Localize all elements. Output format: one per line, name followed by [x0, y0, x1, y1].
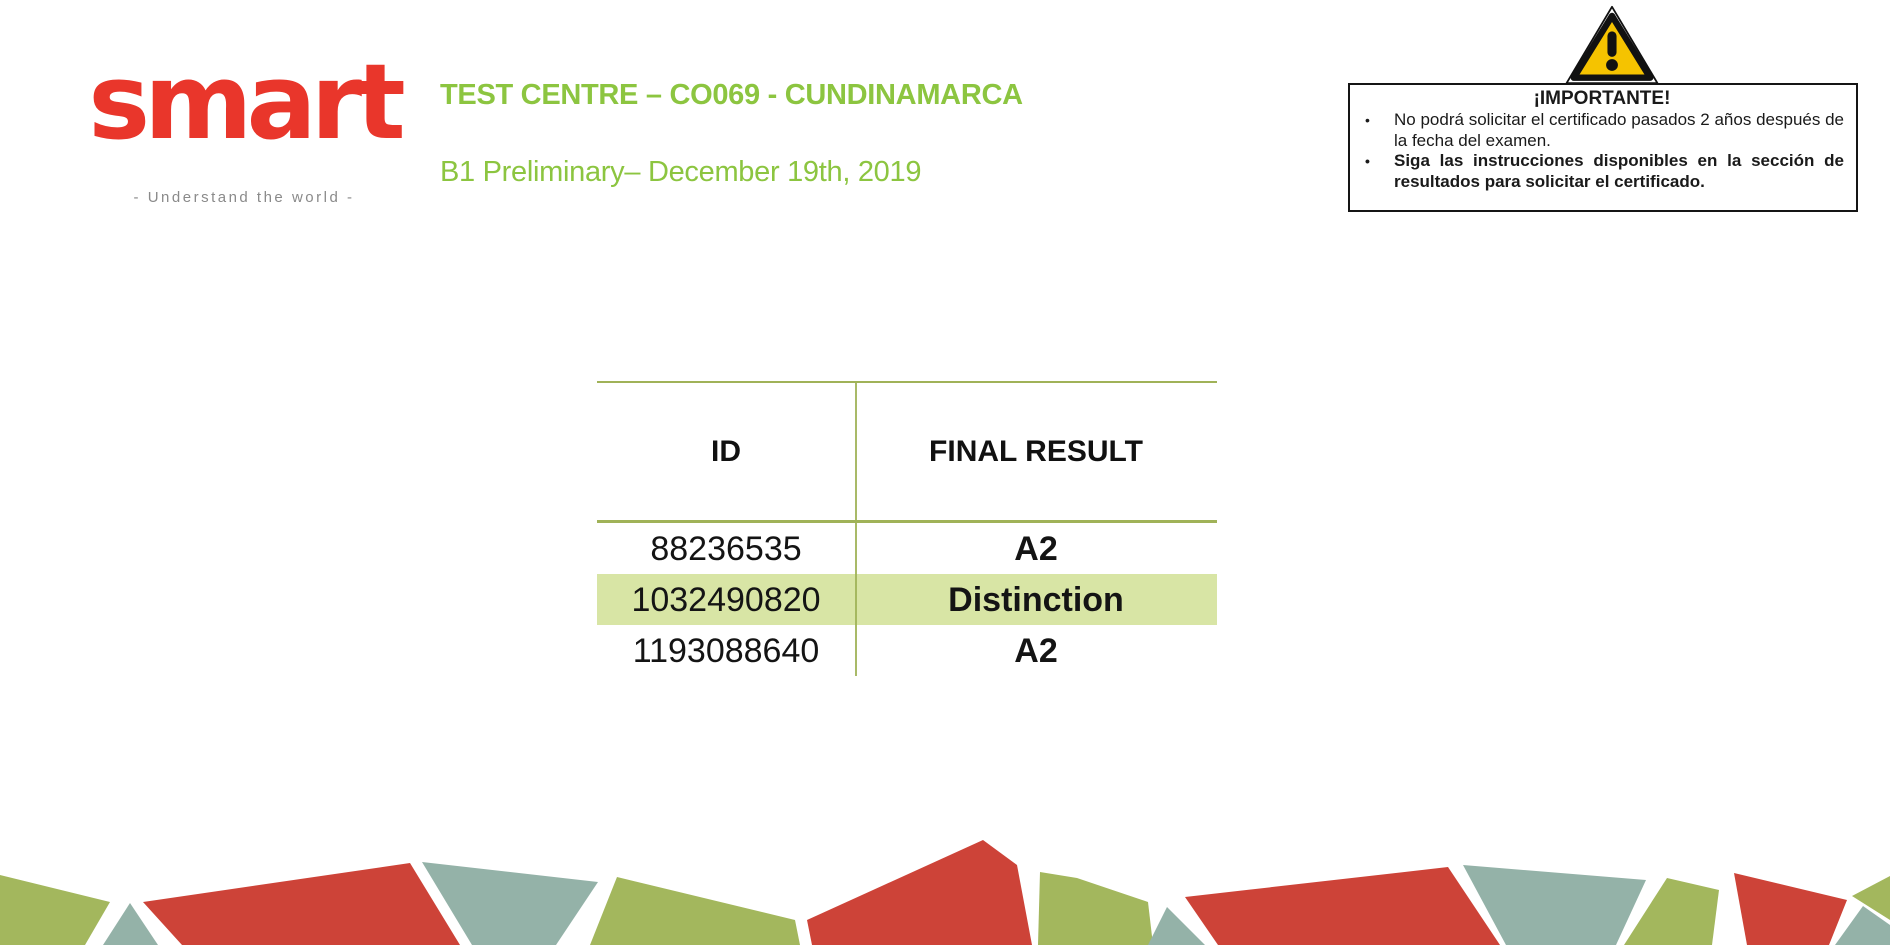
exclamation-bar — [1607, 31, 1617, 57]
notice-bullet-text: Siga las instrucciones disponibles en la… — [1394, 151, 1844, 191]
table-column-divider — [855, 381, 857, 676]
table-header-rule — [597, 520, 1217, 523]
bullet-icon: • — [1365, 112, 1370, 128]
mosaic-polygon — [590, 877, 800, 945]
column-header-id: ID — [711, 434, 741, 468]
candidate-id: 88236535 — [650, 529, 802, 568]
mosaic-polygon — [807, 840, 1032, 945]
exclamation-dot — [1606, 59, 1618, 71]
page-title: TEST CENTRE – CO069 - CUNDINAMARCA — [440, 79, 1023, 111]
final-result: A2 — [1014, 631, 1058, 670]
table-header-row: ID FINAL RESULT — [597, 383, 1217, 520]
table-top-rule — [597, 381, 1217, 383]
mosaic-polygon — [1852, 876, 1890, 920]
mosaic-polygon — [422, 862, 598, 945]
important-notice: ¡IMPORTANTE! • No podrá solicitar el cer… — [1348, 0, 1858, 215]
final-result: A2 — [1014, 529, 1058, 568]
header-titles: TEST CENTRE – CO069 - CUNDINAMARCA B1 Pr… — [440, 78, 1023, 189]
mosaic-polygon — [1038, 872, 1153, 945]
notice-bullet: • Siga las instrucciones disponibles en … — [1360, 151, 1844, 192]
page-subtitle: B1 Preliminary– December 19th, 2019 — [440, 156, 922, 188]
footer-mosaic — [0, 840, 1890, 945]
smart-logo: smart - Understand the world - — [68, 22, 420, 206]
logo-tagline: - Understand the world - — [133, 189, 355, 207]
bullet-icon: • — [1365, 153, 1370, 169]
notice-bullet: • No podrá solicitar el certificado pasa… — [1360, 110, 1844, 151]
candidate-id: 1193088640 — [632, 631, 820, 670]
logo-wordmark: smart — [88, 41, 405, 163]
mosaic-polygon — [1624, 878, 1719, 945]
table-row: 1193088640 A2 — [597, 625, 1217, 676]
mosaic-polygon — [103, 903, 158, 945]
table-row-highlighted: 1032490820 Distinction — [597, 574, 1217, 625]
mosaic-polygon — [1835, 906, 1890, 945]
final-result: Distinction — [948, 580, 1124, 619]
notice-title: ¡IMPORTANTE! — [1533, 88, 1671, 109]
results-table: ID FINAL RESULT 88236535 A2 1032490820 D… — [597, 381, 1217, 676]
table-row: 88236535 A2 — [597, 523, 1217, 574]
candidate-id: 1032490820 — [631, 580, 821, 619]
mosaic-polygon — [1185, 867, 1500, 945]
mosaic-polygon — [1734, 873, 1847, 945]
column-header-final-result: FINAL RESULT — [929, 434, 1143, 468]
notice-box: ¡IMPORTANTE! • No podrá solicitar el cer… — [1348, 83, 1858, 212]
mosaic-polygon — [1463, 865, 1646, 945]
mosaic-polygon — [0, 875, 110, 945]
warning-triangle-icon — [1565, 5, 1659, 85]
mosaic-polygon — [143, 863, 460, 945]
mosaic-polygon — [1148, 907, 1205, 945]
notice-bullet-text: No podrá solicitar el certificado pasado… — [1394, 110, 1844, 150]
